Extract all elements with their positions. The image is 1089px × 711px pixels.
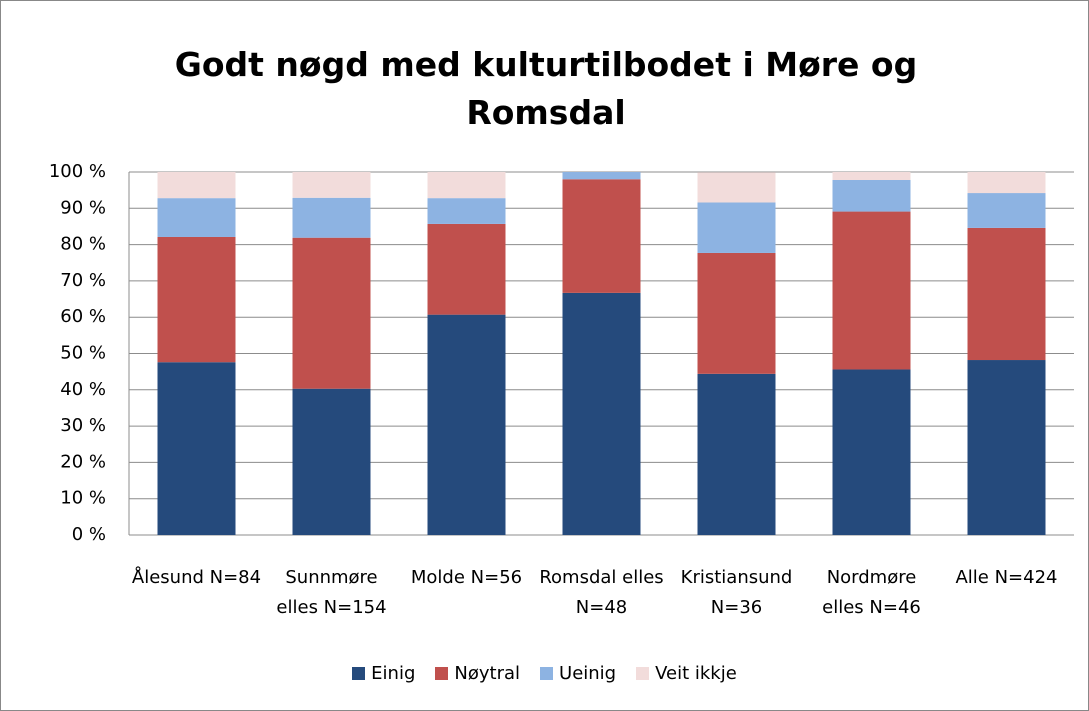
y-tick-label: 40 %	[60, 379, 106, 400]
legend-item: Veit ikkje	[636, 663, 737, 684]
bar-segment	[157, 172, 236, 199]
legend-item: Einig	[352, 663, 415, 684]
bar-segment	[697, 202, 776, 253]
x-tick-label: Nordmøre elles N=46	[822, 567, 921, 618]
bar-segment	[697, 252, 776, 374]
bar-segment	[832, 369, 911, 535]
bar-segment	[292, 388, 371, 535]
legend-label: Einig	[371, 663, 416, 684]
bar-segment	[157, 362, 236, 535]
bar-segment	[967, 172, 1046, 194]
bar-segment	[427, 223, 506, 315]
bar-segment	[832, 211, 911, 370]
x-tick-label: Ålesund N=84	[131, 567, 262, 588]
y-tick-label: 60 %	[60, 306, 106, 327]
x-tick-label: Romsdal elles N=48	[539, 567, 664, 618]
y-tick-label: 30 %	[60, 415, 106, 436]
bar-segment	[562, 172, 641, 180]
bar-segment	[292, 197, 371, 238]
x-tick-label: Molde N=56	[410, 567, 523, 588]
legend-item: Nøytral	[435, 663, 520, 684]
bar-segment	[157, 198, 236, 237]
legend-swatch	[636, 667, 650, 680]
x-tick-label: Alle N=424	[955, 567, 1058, 588]
legend: Einig Nøytral Ueinig Veit ikkje	[1, 663, 1088, 684]
x-tick-label: Kristiansund N=36	[680, 567, 793, 618]
y-tick-label: 80 %	[60, 234, 106, 255]
bar-segment	[427, 314, 506, 535]
bar-segment	[697, 172, 776, 203]
bar-segment	[832, 172, 911, 180]
legend-label: Nøytral	[454, 663, 521, 684]
legend-label: Ueinig	[559, 663, 617, 684]
chart-title: Godt nøgd med kulturtilbodet i Møre og R…	[174, 45, 918, 132]
bar-segment	[562, 292, 641, 535]
y-tick-label: 90 %	[60, 197, 106, 218]
bar-segment	[832, 179, 911, 212]
bar-segment	[292, 237, 371, 389]
y-tick-label: 50 %	[60, 343, 106, 364]
legend-swatch	[435, 667, 449, 680]
legend-item: Ueinig	[540, 663, 616, 684]
y-tick-label: 10 %	[60, 488, 106, 509]
y-tick-label: 0 %	[72, 524, 106, 545]
bar-segment	[697, 373, 776, 535]
bar-segment	[292, 172, 371, 198]
legend-swatch	[540, 667, 554, 680]
legend-label: Veit ikkje	[655, 663, 737, 684]
x-tick-label: Sunnmøre elles N=154	[276, 567, 387, 618]
bar-segment	[427, 198, 506, 224]
bar-segment	[427, 172, 506, 199]
bar-segment	[967, 227, 1046, 361]
bar-segment	[967, 360, 1046, 535]
legend-swatch	[352, 667, 366, 680]
y-tick-label: 70 %	[60, 270, 106, 291]
bar-segment	[562, 179, 641, 293]
bar-segment	[967, 193, 1046, 228]
y-tick-label: 100 %	[49, 161, 106, 182]
y-tick-label: 20 %	[60, 451, 106, 472]
bar-segment	[157, 236, 236, 363]
